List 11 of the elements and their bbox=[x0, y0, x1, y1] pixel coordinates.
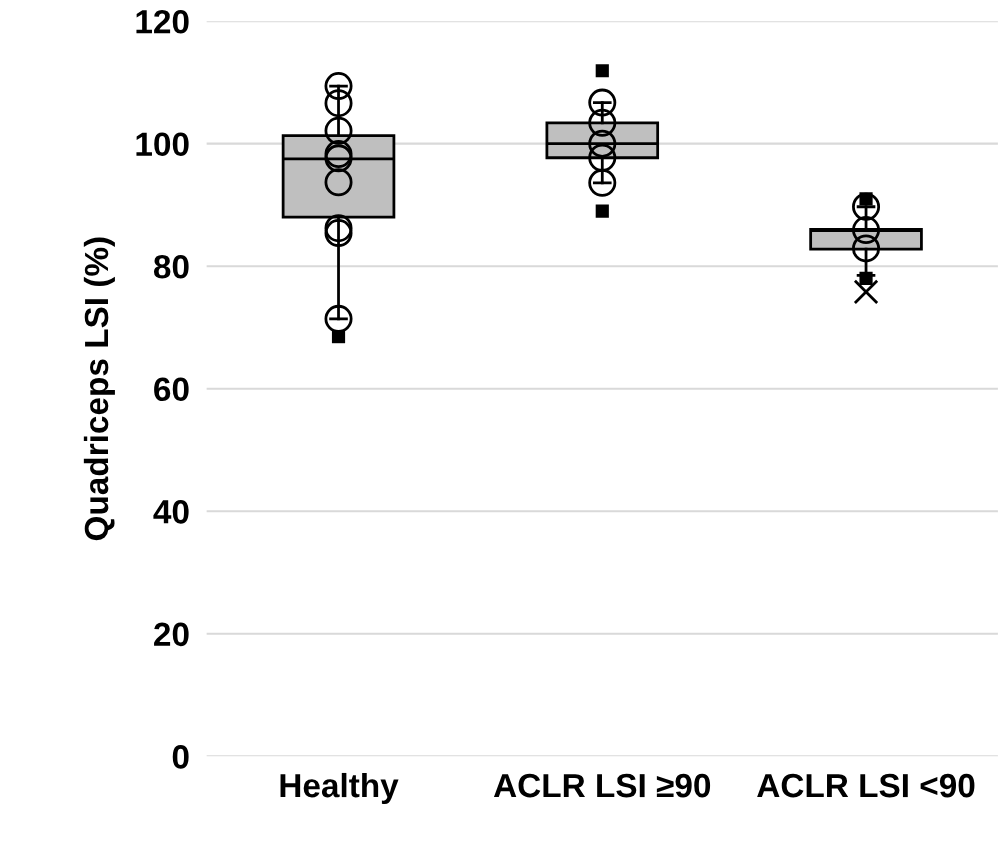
y-axis-title: Quadriceps LSI (%) bbox=[83, 237, 115, 541]
x-tick-label: ACLR LSI <90 bbox=[757, 773, 975, 798]
x-tick-label: ACLR LSI ≥90 bbox=[493, 773, 711, 798]
y-tick-label: 0 bbox=[172, 745, 189, 769]
x-tick-label: Healthy bbox=[280, 772, 399, 805]
y-tick-label: 40 bbox=[153, 500, 189, 524]
y-tick-label: 60 bbox=[154, 377, 189, 402]
y-tick-label: 100 bbox=[136, 132, 189, 157]
y-tick-label: 120 bbox=[136, 9, 189, 34]
y-tick-label: 20 bbox=[154, 622, 189, 647]
y-tick-label: 80 bbox=[153, 254, 189, 279]
